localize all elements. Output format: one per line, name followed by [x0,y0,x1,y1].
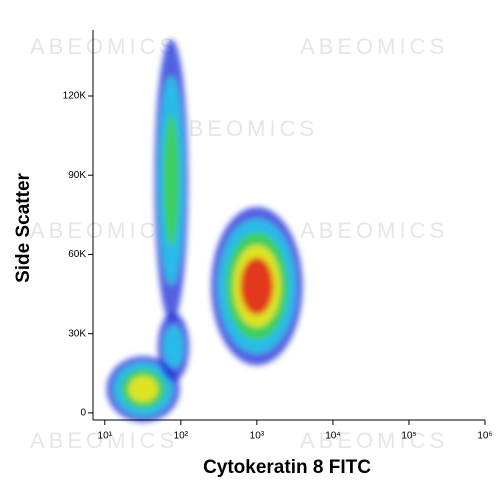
watermarks: ABEOMICS ABEOMICS ABEOMICS ABEOMICS ABEOMICS… [30,34,448,453]
density-level [163,114,180,247]
watermark: ABEOMICS [300,428,448,453]
density-level [163,326,183,368]
x-tick-label: 10⁵ [401,431,416,442]
x-tick-label: 10⁴ [325,431,340,442]
y-tick-label: 30K [68,328,86,339]
density-level [240,257,274,315]
watermark: ABEOMICS [30,428,178,453]
y-axis-title: Side Scatter [13,172,34,282]
density-level [128,375,158,403]
watermark: ABEOMICS [300,218,448,243]
watermark: ABEOMICS [30,218,178,243]
y-tick-label: 120K [63,91,87,102]
x-tick-label: 10¹ [98,431,113,442]
watermark: ABEOMICS [30,34,178,59]
x-tick-label: 10³ [250,431,265,442]
y-tick-label: 90K [68,170,86,181]
watermark: ABEOMICS [170,116,318,141]
x-axis-title: Cytokeratin 8 FITC [203,457,371,478]
watermark: ABEOMICS [300,34,448,59]
axes: 10¹ 10² 10³ 10⁴ 10⁵ 10⁶ 0 30K 60K 90K 120K [63,30,493,442]
y-tick-label: 0 [80,408,86,419]
x-tick-label: 10² [174,431,189,442]
y-tick-label: 60K [68,249,86,260]
density-plot [106,39,303,423]
x-tick-label: 10⁶ [477,431,492,442]
